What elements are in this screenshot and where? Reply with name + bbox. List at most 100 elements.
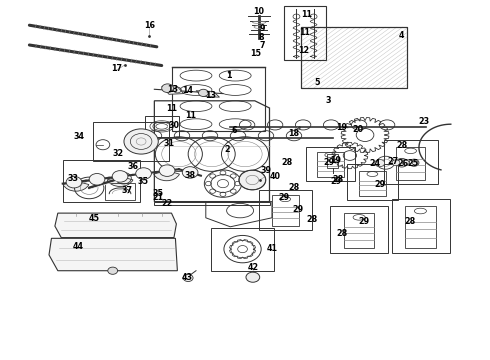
Circle shape	[89, 174, 105, 185]
Bar	[330, 206, 388, 253]
Text: 9: 9	[260, 24, 266, 33]
Wedge shape	[107, 176, 133, 186]
Text: 5: 5	[315, 78, 320, 87]
Text: 29: 29	[293, 205, 303, 214]
Text: 29: 29	[375, 180, 386, 189]
Circle shape	[124, 129, 158, 154]
Text: 40: 40	[270, 172, 281, 181]
Text: 28: 28	[306, 215, 317, 224]
Text: 41: 41	[267, 244, 278, 253]
Bar	[317, 152, 344, 177]
Circle shape	[246, 272, 260, 282]
Circle shape	[66, 176, 82, 188]
Text: 28: 28	[333, 175, 343, 184]
Text: 8: 8	[258, 32, 264, 41]
Bar	[93, 122, 169, 161]
Bar	[327, 154, 338, 168]
Text: 19: 19	[331, 156, 342, 165]
Text: 13: 13	[167, 85, 178, 94]
Text: 7: 7	[260, 41, 266, 50]
Text: 26: 26	[397, 158, 408, 167]
Bar	[145, 116, 179, 137]
Text: 28: 28	[289, 184, 299, 192]
Circle shape	[108, 267, 118, 274]
Text: 24: 24	[370, 158, 381, 167]
Bar	[384, 140, 438, 184]
Text: 21: 21	[152, 194, 163, 202]
Polygon shape	[162, 86, 184, 94]
Text: 45: 45	[89, 214, 99, 223]
Ellipse shape	[239, 170, 266, 190]
Circle shape	[182, 167, 198, 178]
Text: 2: 2	[224, 145, 230, 154]
Circle shape	[375, 159, 385, 167]
Wedge shape	[63, 181, 89, 191]
Polygon shape	[55, 213, 176, 238]
Text: 1: 1	[226, 71, 232, 80]
Circle shape	[198, 89, 208, 96]
Text: 35: 35	[152, 189, 163, 198]
Circle shape	[402, 160, 409, 165]
Bar	[259, 190, 312, 230]
Bar	[359, 171, 386, 196]
Text: 36: 36	[128, 162, 139, 171]
Text: 29: 29	[279, 194, 290, 202]
Text: 43: 43	[182, 273, 193, 282]
Text: 29: 29	[324, 158, 335, 167]
Text: 11: 11	[166, 104, 177, 112]
Text: 11: 11	[186, 111, 196, 120]
Text: 23: 23	[418, 117, 429, 126]
Text: 13: 13	[205, 91, 216, 100]
Bar	[396, 147, 425, 180]
Text: 3: 3	[325, 96, 331, 105]
Text: 11: 11	[299, 28, 310, 37]
Text: 10: 10	[253, 7, 264, 16]
Circle shape	[183, 274, 193, 282]
Text: 11: 11	[301, 10, 312, 19]
Text: 42: 42	[247, 263, 258, 271]
Bar	[347, 164, 398, 200]
Text: 16: 16	[144, 21, 155, 30]
Text: 12: 12	[298, 46, 309, 55]
Bar	[405, 206, 436, 248]
Circle shape	[159, 165, 175, 176]
Bar	[284, 6, 326, 60]
Circle shape	[112, 171, 128, 182]
Bar	[344, 213, 374, 248]
Text: 39: 39	[260, 166, 271, 175]
Text: 27: 27	[388, 157, 398, 166]
Text: 19: 19	[337, 123, 347, 132]
Bar	[271, 195, 299, 226]
Text: 34: 34	[74, 132, 85, 141]
Wedge shape	[154, 171, 179, 181]
Text: 28: 28	[396, 141, 407, 150]
Text: 44: 44	[73, 242, 84, 251]
Polygon shape	[196, 91, 220, 97]
Text: 31: 31	[164, 139, 174, 148]
Text: 28: 28	[337, 230, 347, 239]
Circle shape	[162, 84, 173, 93]
Text: 29: 29	[358, 217, 369, 226]
Text: 4: 4	[399, 31, 405, 40]
Text: 22: 22	[161, 199, 172, 208]
Text: 35: 35	[138, 177, 148, 186]
Bar	[105, 183, 135, 200]
Text: 38: 38	[185, 171, 196, 180]
Text: 6: 6	[231, 126, 237, 135]
Text: 32: 32	[112, 149, 123, 158]
Bar	[306, 147, 355, 181]
Text: 28: 28	[404, 217, 415, 226]
Bar	[392, 199, 450, 253]
Circle shape	[412, 161, 418, 165]
Text: 17: 17	[111, 64, 122, 73]
Text: 14: 14	[182, 86, 193, 95]
Text: 28: 28	[282, 158, 293, 167]
Text: 18: 18	[289, 129, 299, 138]
Text: 29: 29	[331, 177, 342, 186]
Text: 25: 25	[407, 158, 418, 167]
Bar	[211, 228, 274, 271]
Circle shape	[392, 160, 400, 166]
Text: 15: 15	[250, 49, 261, 58]
Bar	[63, 160, 140, 202]
Bar	[301, 27, 407, 88]
